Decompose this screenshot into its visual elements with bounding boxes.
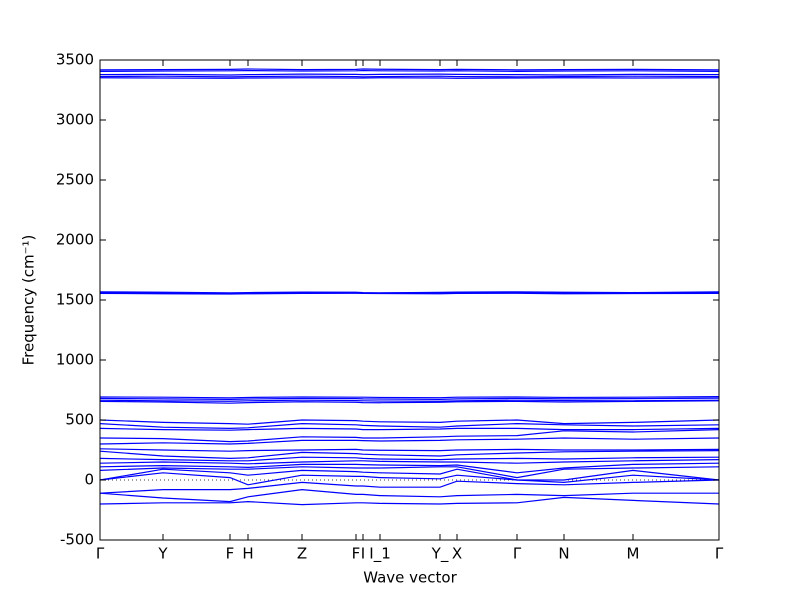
band-line xyxy=(100,76,719,77)
band-line xyxy=(100,74,719,75)
y-tick-label: 2000 xyxy=(56,231,94,249)
x-tick-label: X xyxy=(452,545,462,563)
x-tick-label: I_1 xyxy=(369,545,390,564)
y-tick-label: 1000 xyxy=(56,351,94,369)
x-tick-label: Y_ xyxy=(431,545,449,564)
y-tick-label: 3500 xyxy=(56,51,94,69)
x-tick-label: Γ xyxy=(513,545,522,563)
x-tick-label: F xyxy=(352,545,361,563)
band-line xyxy=(100,69,719,70)
x-axis-label: Wave vector xyxy=(363,569,457,587)
y-tick-label: 1500 xyxy=(56,291,94,309)
y-tick-label: 2500 xyxy=(56,171,94,189)
x-tick-label: Y xyxy=(157,545,168,563)
x-tick-label: F xyxy=(226,545,235,563)
x-tick-label: N xyxy=(558,545,569,563)
x-tick-label: H xyxy=(242,545,253,563)
y-axis-label: Frequency (cm⁻¹) xyxy=(20,235,38,366)
band-line xyxy=(100,293,719,294)
band-line xyxy=(100,71,719,72)
x-tick-label: Γ xyxy=(715,545,724,563)
y-tick-label: 0 xyxy=(84,471,94,489)
x-tick-label: Γ xyxy=(96,545,105,563)
y-tick-label: 3000 xyxy=(56,111,94,129)
x-tick-label: I xyxy=(361,545,365,563)
y-tick-label: -500 xyxy=(60,531,94,549)
x-tick-label: Z xyxy=(297,545,307,563)
x-tick-label: M xyxy=(627,545,640,563)
y-tick-label: 500 xyxy=(65,411,94,429)
